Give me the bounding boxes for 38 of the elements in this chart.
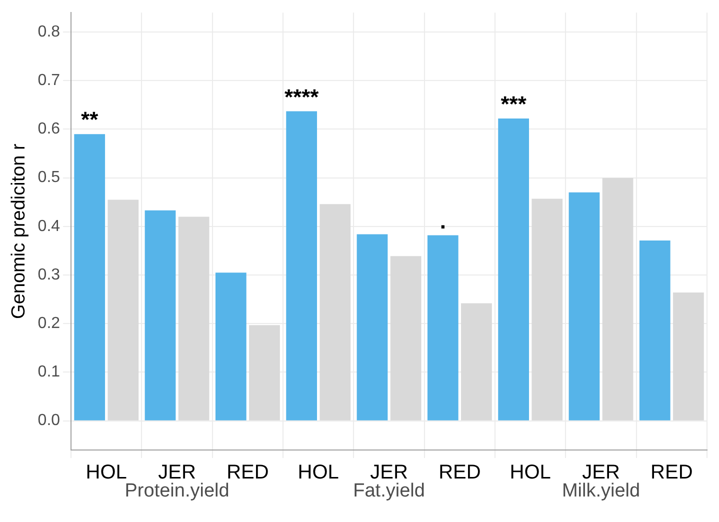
bar xyxy=(144,210,176,420)
y-tick-label: 0.7 xyxy=(38,72,60,90)
x-tick-label: RED xyxy=(650,462,693,484)
y-tick-label: 0.6 xyxy=(38,120,60,138)
bar xyxy=(320,204,351,420)
bar xyxy=(498,118,530,420)
annotation: *** xyxy=(500,92,527,117)
bar xyxy=(602,178,634,420)
y-tick-label: 0.5 xyxy=(38,169,60,186)
bar xyxy=(673,292,704,420)
y-tick-label: 0.1 xyxy=(38,364,60,381)
bar xyxy=(249,325,280,420)
bar xyxy=(108,200,139,420)
y-axis-title: Genomic prediciton r xyxy=(8,142,30,319)
x-tick-label: RED xyxy=(226,462,269,484)
annotation: ** xyxy=(81,107,99,132)
x-tick-label: HOL xyxy=(298,462,339,484)
bar xyxy=(390,256,422,420)
annotation: . xyxy=(440,208,446,234)
bar xyxy=(568,192,600,420)
bar xyxy=(74,134,106,420)
bar xyxy=(461,303,492,420)
bar xyxy=(178,216,210,420)
x-tick-label: HOL xyxy=(86,462,127,484)
bar xyxy=(532,198,563,420)
y-tick-label: 0.0 xyxy=(38,412,60,430)
bar xyxy=(639,240,670,420)
bar xyxy=(286,111,318,420)
bar xyxy=(427,235,458,420)
y-tick-label: 0.2 xyxy=(38,315,60,332)
bar xyxy=(356,234,388,420)
y-tick-label: 0.3 xyxy=(38,266,60,284)
y-tick-label: 0.8 xyxy=(38,23,60,40)
bar xyxy=(215,272,246,420)
x-tick-label: HOL xyxy=(510,462,551,484)
annotation: **** xyxy=(284,84,320,110)
y-tick-label: 0.4 xyxy=(38,218,60,235)
x-tick-label: RED xyxy=(438,462,481,484)
